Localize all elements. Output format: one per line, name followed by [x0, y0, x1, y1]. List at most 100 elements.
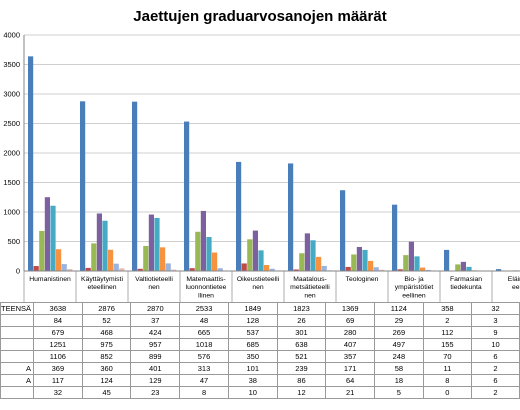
y-tick-label: 1500 — [3, 178, 20, 187]
table-cell: 8 — [179, 386, 229, 399]
bar — [160, 247, 166, 271]
table-row-label — [0, 326, 35, 339]
bar — [247, 239, 253, 271]
table-row: A 117 124 129 47 38 86 64 18 8 6 — [0, 374, 520, 387]
bar-chart: 0 500 1000 1500 2000 2500 3000 3500 4000 Humanist… — [3, 31, 520, 302]
table-cell: 360 — [81, 362, 132, 375]
table-cell: 101 — [227, 362, 278, 375]
table-cell: 638 — [276, 338, 327, 351]
table-cell: 1849 — [227, 302, 278, 315]
table-cell: 1369 — [325, 302, 376, 315]
table-row-label: A — [0, 374, 35, 387]
table-cell: 3 — [471, 314, 520, 327]
table-cell: 2876 — [81, 302, 132, 315]
table-cell: 852 — [81, 350, 132, 363]
table-cell: 6 — [471, 374, 520, 387]
table-cell: 6 — [471, 350, 520, 363]
table-row: 1106 852 899 576 350 521 357 248 70 6 — [0, 350, 520, 363]
y-tick-label: 500 — [7, 237, 20, 246]
table-cell: 0 — [422, 386, 473, 399]
table-cell: 357 — [325, 350, 376, 363]
bar — [217, 268, 223, 271]
table-cell: 1124 — [374, 302, 424, 315]
bar — [269, 268, 275, 271]
bar — [154, 217, 160, 271]
table-row: 84 52 37 48 128 26 69 29 2 3 — [0, 314, 520, 327]
bar — [50, 205, 56, 271]
bar — [373, 267, 379, 271]
table-cell: 38 — [227, 374, 278, 387]
bar — [340, 190, 346, 271]
table-cell: 1823 — [276, 302, 327, 315]
category-label: eellinen — [402, 292, 426, 299]
bar — [408, 241, 414, 271]
category-label: eelli — [512, 284, 520, 291]
bar — [171, 269, 177, 271]
table-cell: 313 — [179, 362, 229, 375]
table-cell: 358 — [422, 302, 473, 315]
table-cell: 301 — [276, 326, 327, 339]
category-label: llinen — [198, 292, 214, 299]
bar — [67, 269, 73, 271]
table-cell: 2533 — [179, 302, 229, 315]
bar — [299, 253, 305, 271]
bar — [397, 269, 403, 271]
table-cell: 2 — [471, 386, 520, 399]
bar — [321, 265, 327, 271]
bar — [392, 204, 398, 271]
y-tick-label: 2500 — [3, 119, 20, 128]
bar — [28, 56, 34, 271]
bar — [252, 230, 258, 271]
bar — [33, 266, 39, 271]
table-cell: 497 — [374, 338, 424, 351]
table-cell: 2870 — [130, 302, 181, 315]
table-cell: 1018 — [179, 338, 229, 351]
table-cell: 521 — [276, 350, 327, 363]
table-cell: 957 — [130, 338, 181, 351]
table-cell: 26 — [276, 314, 327, 327]
category-label: Farmasian — [450, 276, 482, 283]
table-cell: 47 — [179, 374, 229, 387]
y-tick-label: 3000 — [3, 90, 20, 99]
table-cell: 155 — [422, 338, 473, 351]
bar — [425, 269, 431, 271]
bar — [288, 163, 294, 271]
table-cell: 124 — [81, 374, 132, 387]
table-cell: 45 — [81, 386, 132, 399]
table-cell: 48 — [179, 314, 229, 327]
bar — [102, 220, 108, 271]
table-cell: 128 — [227, 314, 278, 327]
y-tick-label: 3500 — [3, 60, 20, 69]
table-cell: 12 — [276, 386, 327, 399]
bar — [356, 246, 362, 271]
table-cell: 58 — [374, 362, 424, 375]
bar — [466, 266, 472, 271]
table-cell: 8 — [422, 374, 473, 387]
bar — [241, 263, 247, 271]
table-row-label: TEENSÄ — [0, 302, 35, 315]
category-label: nen — [304, 292, 316, 299]
bar — [137, 268, 143, 271]
bar — [310, 240, 316, 271]
table-cell: 239 — [276, 362, 327, 375]
bar — [496, 269, 502, 271]
bar — [304, 233, 310, 271]
data-table: TEENSÄ 3638 2876 2870 2533 1849 1823 1369 1124 35… — [0, 302, 520, 399]
category-label: nen — [252, 284, 264, 291]
table-cell: 9 — [471, 326, 520, 339]
table-cell: 679 — [33, 326, 83, 339]
category-label: Käyttäytymisti — [81, 276, 123, 283]
table-row-label: A — [0, 362, 35, 375]
table-cell: 32 — [33, 386, 83, 399]
bar — [91, 243, 97, 271]
bar — [351, 254, 357, 271]
table-cell: 70 — [422, 350, 473, 363]
table-cell: 69 — [325, 314, 376, 327]
table-cell: 84 — [33, 314, 83, 327]
category-label: Oikeustieteelli — [237, 276, 280, 283]
bar — [293, 269, 299, 271]
category-label: Maatalous- — [293, 276, 327, 283]
bar — [119, 268, 125, 271]
table-cell: 407 — [325, 338, 376, 351]
bar — [460, 261, 466, 271]
